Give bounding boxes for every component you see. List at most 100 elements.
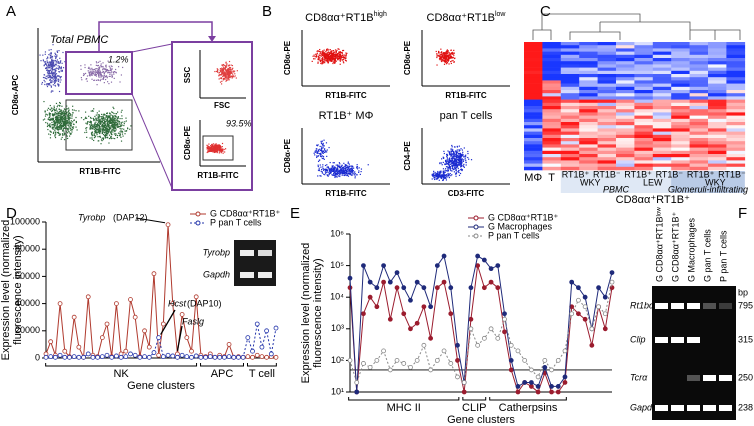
cell-dot bbox=[461, 155, 462, 156]
cell-dot bbox=[48, 75, 49, 76]
cell-dot bbox=[69, 113, 70, 114]
data-point bbox=[496, 264, 500, 268]
cell-dot bbox=[90, 71, 91, 72]
cell-dot bbox=[47, 69, 48, 70]
column-label: T bbox=[548, 172, 555, 184]
cell-dot bbox=[45, 54, 46, 55]
cell-dot bbox=[446, 63, 447, 64]
heatmap-cell bbox=[690, 87, 709, 91]
cell-dot bbox=[464, 167, 465, 168]
cell-dot bbox=[441, 162, 442, 163]
cell-dot bbox=[326, 142, 327, 143]
cell-dot bbox=[223, 153, 224, 154]
heatmap-cell bbox=[542, 84, 561, 88]
heatmap-cell bbox=[616, 96, 635, 100]
cell-dot bbox=[231, 71, 232, 72]
heatmap-cell bbox=[653, 48, 672, 52]
heatmap-cell bbox=[616, 160, 635, 164]
heatmap-cell bbox=[561, 71, 580, 75]
heatmap-cell bbox=[561, 84, 580, 88]
axis-label: SSC bbox=[183, 67, 192, 84]
cell-dot bbox=[340, 56, 341, 57]
cell-dot bbox=[224, 65, 225, 66]
cell-dot bbox=[97, 65, 98, 66]
heatmap-cell bbox=[690, 138, 709, 142]
cell-dot bbox=[53, 133, 54, 134]
heatmap-cell bbox=[726, 68, 745, 72]
cell-dot bbox=[320, 61, 321, 62]
data-point bbox=[138, 355, 142, 359]
cell-dot bbox=[55, 85, 56, 86]
heatmap-cell bbox=[726, 61, 745, 64]
heatmap-cell bbox=[671, 96, 690, 100]
heatmap-cell bbox=[524, 93, 543, 97]
cell-dot bbox=[57, 52, 58, 53]
data-point bbox=[208, 355, 212, 359]
cell-dot bbox=[122, 122, 123, 123]
heatmap-cell bbox=[524, 112, 543, 116]
cell-dot bbox=[446, 56, 447, 57]
gel-band bbox=[655, 303, 668, 309]
cell-dot bbox=[457, 162, 458, 163]
cell-dot bbox=[333, 62, 334, 63]
cell-dot bbox=[348, 167, 349, 168]
data-point bbox=[469, 317, 473, 321]
heatmap-cell bbox=[690, 148, 709, 152]
cell-dot bbox=[350, 174, 351, 175]
heatmap-cell bbox=[634, 80, 653, 84]
data-point bbox=[251, 355, 255, 359]
cell-dot bbox=[70, 122, 71, 123]
heatmap-cell bbox=[690, 106, 709, 110]
data-point bbox=[72, 315, 76, 319]
heatmap-cell bbox=[616, 74, 635, 78]
cell-cloud bbox=[43, 101, 80, 140]
cell-dot bbox=[88, 70, 89, 71]
data-point bbox=[529, 384, 533, 388]
cell-dot bbox=[45, 51, 46, 52]
cell-dot bbox=[335, 49, 336, 50]
heatmap-cell bbox=[598, 160, 617, 164]
heatmap-cell bbox=[726, 58, 745, 62]
cell-dot bbox=[347, 171, 348, 172]
heatmap-cell bbox=[542, 164, 561, 168]
cell-dot bbox=[121, 128, 122, 129]
data-point bbox=[536, 390, 540, 394]
cell-dot bbox=[229, 75, 230, 76]
heatmap-cell bbox=[524, 125, 543, 129]
cell-dot bbox=[444, 175, 445, 176]
cell-dot bbox=[217, 71, 218, 72]
cell-dot bbox=[441, 51, 442, 52]
cell-dot bbox=[95, 128, 96, 129]
cell-dot bbox=[214, 147, 215, 148]
cell-dot bbox=[57, 106, 58, 107]
cell-dot bbox=[67, 108, 68, 109]
cell-dot bbox=[44, 84, 45, 85]
cell-dot bbox=[56, 112, 57, 113]
gel-band bbox=[703, 375, 716, 381]
cell-dot bbox=[341, 165, 342, 166]
heatmap-cell bbox=[634, 119, 653, 123]
cell-dot bbox=[452, 149, 453, 150]
cell-dot bbox=[337, 174, 338, 175]
data-point bbox=[590, 343, 594, 347]
cell-dot bbox=[324, 174, 325, 175]
cell-dot bbox=[328, 62, 329, 63]
cell-dot bbox=[216, 143, 217, 144]
cell-dot bbox=[65, 111, 66, 112]
cell-dot bbox=[210, 147, 211, 148]
cell-dot bbox=[326, 50, 327, 51]
cell-dot bbox=[345, 60, 346, 61]
heatmap-cell bbox=[634, 122, 653, 126]
cell-dot bbox=[454, 169, 455, 170]
strain-label: LEW bbox=[643, 177, 663, 187]
cell-dot bbox=[466, 164, 467, 165]
heatmap-cell bbox=[726, 96, 745, 100]
heatmap-cell bbox=[634, 151, 653, 155]
cell-dot bbox=[217, 150, 218, 151]
heatmap-cell bbox=[634, 100, 653, 104]
cell-dot bbox=[53, 129, 54, 130]
cell-dot bbox=[451, 53, 452, 54]
cell-dot bbox=[90, 128, 91, 129]
heatmap-cell bbox=[634, 148, 653, 152]
cell-dot bbox=[62, 137, 63, 138]
